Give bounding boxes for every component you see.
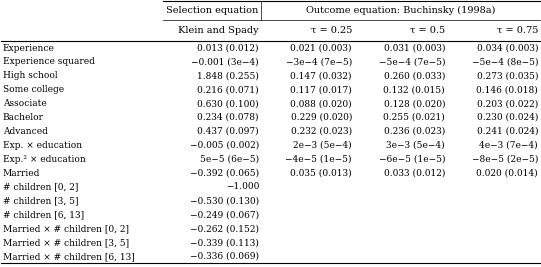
- Text: Selection equation: Selection equation: [166, 6, 258, 15]
- Text: 0.128 (0.020): 0.128 (0.020): [384, 99, 445, 108]
- Text: # children [0, 2]: # children [0, 2]: [3, 183, 78, 191]
- Text: Experience squared: Experience squared: [3, 57, 95, 66]
- Text: τ = 0.75: τ = 0.75: [497, 26, 538, 35]
- Text: 0.020 (0.014): 0.020 (0.014): [477, 168, 538, 178]
- Text: 0.260 (0.033): 0.260 (0.033): [384, 71, 445, 80]
- Text: 0.232 (0.023): 0.232 (0.023): [291, 127, 352, 136]
- Text: −5e−4 (7e−5): −5e−4 (7e−5): [379, 57, 445, 66]
- Text: 0.437 (0.097): 0.437 (0.097): [197, 127, 259, 136]
- Text: 5e−5 (6e−5): 5e−5 (6e−5): [200, 155, 259, 164]
- Text: Advanced: Advanced: [3, 127, 48, 136]
- Text: −8e−5 (2e−5): −8e−5 (2e−5): [472, 155, 538, 164]
- Text: 0.013 (0.012): 0.013 (0.012): [197, 44, 259, 53]
- Text: 0.021 (0.003): 0.021 (0.003): [291, 44, 352, 53]
- Text: 0.033 (0.012): 0.033 (0.012): [384, 168, 445, 178]
- Text: −1.000: −1.000: [226, 183, 259, 191]
- Text: Bachelor: Bachelor: [3, 113, 44, 122]
- Text: −6e−5 (1e−5): −6e−5 (1e−5): [379, 155, 445, 164]
- Text: 0.117 (0.017): 0.117 (0.017): [290, 85, 352, 94]
- Text: 0.132 (0.015): 0.132 (0.015): [384, 85, 445, 94]
- Text: 0.273 (0.035): 0.273 (0.035): [477, 71, 538, 80]
- Text: 0.241 (0.024): 0.241 (0.024): [477, 127, 538, 136]
- Text: τ = 0.5: τ = 0.5: [410, 26, 445, 35]
- Text: 1.848 (0.255): 1.848 (0.255): [197, 71, 259, 80]
- Text: Some college: Some college: [3, 85, 64, 94]
- Text: 2e−3 (5e−4): 2e−3 (5e−4): [293, 141, 352, 150]
- Text: 0.203 (0.022): 0.203 (0.022): [477, 99, 538, 108]
- Text: 4e−3 (7e−4): 4e−3 (7e−4): [479, 141, 538, 150]
- Text: −0.530 (0.130): −0.530 (0.130): [190, 197, 259, 205]
- Text: Klein and Spady: Klein and Spady: [179, 26, 259, 35]
- Text: −0.339 (0.113): −0.339 (0.113): [190, 238, 259, 247]
- Text: Experience: Experience: [3, 44, 55, 53]
- Text: Married × # children [6, 13]: Married × # children [6, 13]: [3, 252, 135, 261]
- Text: 0.230 (0.024): 0.230 (0.024): [477, 113, 538, 122]
- Text: τ = 0.25: τ = 0.25: [311, 26, 352, 35]
- Text: # children [6, 13]: # children [6, 13]: [3, 210, 84, 219]
- Text: 0.229 (0.020): 0.229 (0.020): [291, 113, 352, 122]
- Text: −0.005 (0.002): −0.005 (0.002): [190, 141, 259, 150]
- Text: 0.234 (0.078): 0.234 (0.078): [197, 113, 259, 122]
- Text: −3e−4 (7e−5): −3e−4 (7e−5): [286, 57, 352, 66]
- Text: Outcome equation: Buchinsky (1998a): Outcome equation: Buchinsky (1998a): [306, 6, 496, 15]
- Text: # children [3, 5]: # children [3, 5]: [3, 197, 78, 205]
- Text: 0.034 (0.003): 0.034 (0.003): [477, 44, 538, 53]
- Text: 0.035 (0.013): 0.035 (0.013): [291, 168, 352, 178]
- Text: Married: Married: [3, 168, 40, 178]
- Text: 0.236 (0.023): 0.236 (0.023): [384, 127, 445, 136]
- Text: −0.336 (0.069): −0.336 (0.069): [190, 252, 259, 261]
- Text: Associate: Associate: [3, 99, 47, 108]
- Text: 3e−3 (5e−4): 3e−3 (5e−4): [386, 141, 445, 150]
- Text: −0.392 (0.065): −0.392 (0.065): [190, 168, 259, 178]
- Text: −0.001 (3e−4): −0.001 (3e−4): [192, 57, 259, 66]
- Text: Exp. × education: Exp. × education: [3, 141, 82, 150]
- Text: 0.088 (0.020): 0.088 (0.020): [291, 99, 352, 108]
- Text: −4e−5 (1e−5): −4e−5 (1e−5): [286, 155, 352, 164]
- Text: 0.147 (0.032): 0.147 (0.032): [291, 71, 352, 80]
- Text: 0.031 (0.003): 0.031 (0.003): [384, 44, 445, 53]
- Text: −0.262 (0.152): −0.262 (0.152): [190, 224, 259, 233]
- Text: 0.216 (0.071): 0.216 (0.071): [197, 85, 259, 94]
- Text: 0.255 (0.021): 0.255 (0.021): [383, 113, 445, 122]
- Text: Exp.² × education: Exp.² × education: [3, 155, 85, 164]
- Text: −0.249 (0.067): −0.249 (0.067): [190, 210, 259, 219]
- Text: Married × # children [3, 5]: Married × # children [3, 5]: [3, 238, 129, 247]
- Text: 0.146 (0.018): 0.146 (0.018): [477, 85, 538, 94]
- Text: 0.630 (0.100): 0.630 (0.100): [197, 99, 259, 108]
- Text: Married × # children [0, 2]: Married × # children [0, 2]: [3, 224, 129, 233]
- Text: −5e−4 (8e−5): −5e−4 (8e−5): [472, 57, 538, 66]
- Text: High school: High school: [3, 71, 57, 80]
